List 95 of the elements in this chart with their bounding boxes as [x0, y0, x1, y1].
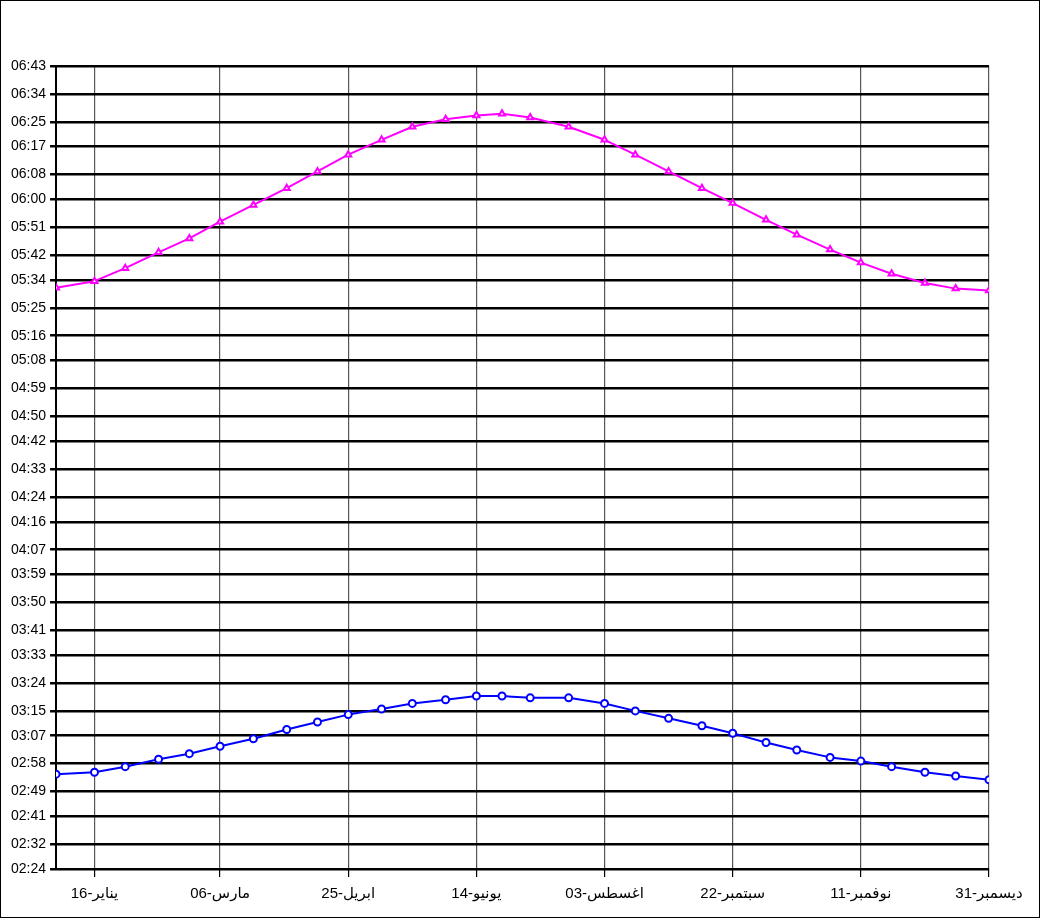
y-tick-label: 03:33 — [10, 645, 47, 662]
point — [761, 215, 771, 223]
point — [312, 717, 322, 727]
point — [343, 710, 353, 720]
y-tick-label: 04:42 — [10, 432, 47, 449]
point — [377, 704, 387, 714]
point — [407, 698, 417, 708]
point — [526, 112, 535, 121]
y-tick-label: 05:34 — [10, 270, 47, 287]
point — [600, 698, 610, 708]
point — [471, 691, 481, 701]
point — [249, 200, 258, 208]
y-tick-label: 06:43 — [10, 56, 47, 73]
x-tick-label: 11-نوفمبر — [830, 884, 892, 903]
point — [90, 276, 99, 284]
x-tick-label: 25-ابريل — [321, 884, 376, 903]
point — [887, 762, 897, 772]
y-tick-label: 06:08 — [10, 165, 47, 182]
y-tick-label: 06:25 — [10, 112, 47, 129]
x-tick-label: 22-سبتمبر — [700, 884, 766, 903]
point — [344, 150, 353, 158]
y-tick-label: 04:07 — [10, 540, 47, 557]
y-tick-label: 06:17 — [10, 137, 47, 154]
y-tick-label: 03:59 — [10, 565, 47, 582]
x-tick-label: 03-اغسطس — [565, 884, 644, 903]
y-tick-label: 02:58 — [10, 754, 47, 771]
point — [697, 721, 707, 731]
point — [856, 756, 866, 766]
point — [792, 230, 801, 238]
point — [282, 724, 292, 734]
point — [826, 245, 835, 253]
point — [441, 695, 451, 705]
point — [856, 258, 865, 266]
point — [377, 135, 386, 143]
x-tick-label: 14-يونيو — [451, 884, 502, 903]
y-tick-label: 05:42 — [10, 245, 47, 262]
y-tick-label: 03:41 — [10, 621, 47, 638]
point — [154, 247, 163, 256]
y-tick-label: 04:59 — [10, 379, 47, 396]
y-tick-label: 05:08 — [10, 351, 47, 368]
point — [825, 752, 835, 762]
point — [497, 691, 507, 701]
point — [248, 734, 258, 744]
point — [564, 122, 573, 130]
y-tick-label: 04:16 — [10, 512, 47, 529]
point — [887, 269, 896, 277]
point — [951, 771, 961, 781]
point — [697, 183, 706, 191]
y-tick-label: 03:07 — [10, 726, 47, 743]
y-tick-label: 03:50 — [10, 593, 47, 610]
x-tick-label: 06-مارس — [190, 884, 250, 903]
point — [185, 233, 194, 242]
y-tick-label: 06:00 — [10, 190, 47, 207]
x-tick-label: 31-ديسمبر — [955, 884, 1023, 903]
point — [920, 278, 929, 286]
point — [951, 284, 960, 292]
point — [313, 166, 322, 175]
y-tick-label: 02:24 — [10, 859, 47, 876]
y-tick-label: 05:16 — [10, 326, 47, 343]
y-tick-label: 02:49 — [10, 782, 47, 799]
point — [472, 111, 481, 119]
point — [792, 745, 802, 755]
point — [630, 706, 640, 716]
y-tick-label: 06:34 — [10, 84, 47, 101]
point — [89, 767, 99, 777]
point — [184, 749, 194, 759]
point — [728, 198, 737, 206]
y-tick-label: 05:51 — [10, 218, 47, 235]
y-tick-label: 04:50 — [10, 407, 47, 424]
y-tick-label: 03:24 — [10, 673, 47, 690]
point — [215, 741, 225, 751]
point — [216, 217, 225, 225]
point — [631, 150, 640, 158]
y-tick-label: 05:25 — [10, 298, 47, 315]
point — [441, 114, 450, 123]
point — [282, 183, 291, 191]
point — [761, 738, 771, 748]
y-tick-label: 02:41 — [10, 807, 47, 824]
point — [497, 109, 507, 117]
point — [525, 693, 535, 703]
point — [564, 693, 574, 703]
point — [600, 135, 609, 143]
y-tick-label: 02:32 — [10, 835, 47, 852]
y-tick-label: 03:15 — [10, 701, 47, 718]
point — [154, 754, 164, 764]
y-tick-label: 04:33 — [10, 459, 47, 476]
y-tick-label: 04:24 — [10, 487, 47, 504]
point — [121, 263, 130, 271]
point — [408, 122, 417, 130]
x-tick-label: 16-يناير — [70, 884, 119, 903]
point — [728, 728, 738, 738]
point — [664, 166, 673, 175]
point — [664, 713, 674, 723]
point — [120, 762, 130, 772]
point — [920, 767, 930, 777]
